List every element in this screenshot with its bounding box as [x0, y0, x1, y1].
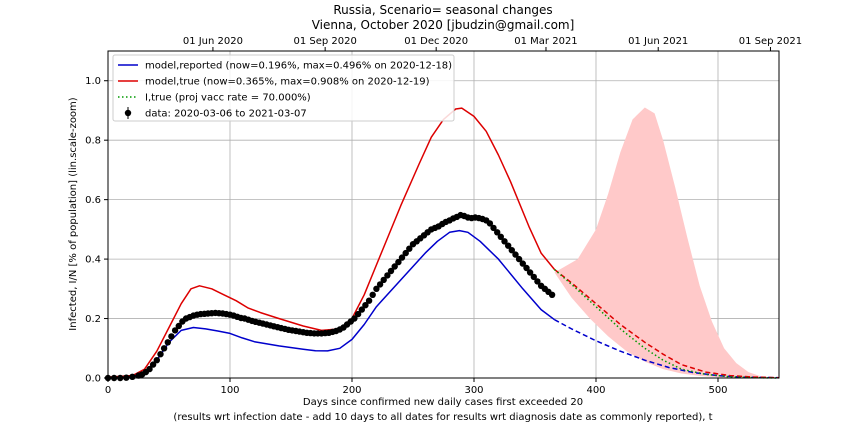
top-tick-label: 01 Sep 2021	[739, 36, 802, 47]
data-point	[512, 251, 519, 258]
top-tick-label: 01 Jun 2020	[183, 36, 243, 47]
legend-label: model,true (now=0.365%, max=0.908% on 20…	[145, 77, 430, 88]
data-point	[168, 333, 175, 340]
data-point	[501, 238, 508, 245]
data-point	[380, 276, 387, 284]
legend-box	[112, 54, 455, 122]
data-point	[534, 278, 541, 285]
projection-band	[554, 107, 779, 378]
data-point	[530, 273, 537, 281]
y-axis-ticks: 0.0 0.2 0.4 0.6 0.8 1.0	[85, 76, 108, 385]
data-point	[497, 233, 504, 240]
data-point	[486, 220, 494, 227]
data-point	[406, 245, 413, 252]
data-point	[164, 339, 171, 346]
x-axis-label: Days since confirmed new daily cases fir…	[303, 397, 583, 408]
x-tick-label: 200	[342, 385, 361, 396]
top-tick-label: 01 Sep 2020	[293, 36, 356, 47]
data-point	[354, 310, 362, 318]
data-point	[358, 306, 365, 313]
data-point	[153, 357, 160, 364]
data-point	[515, 255, 523, 263]
series-line-4	[554, 268, 780, 379]
data-point	[490, 224, 497, 232]
plot-frame	[107, 50, 780, 379]
chart-subtitle: Vienna, October 2020 [jbudzin@gmail.com]	[312, 18, 575, 32]
data-point	[548, 291, 556, 298]
data-point	[149, 361, 157, 368]
top-axis-ticks: 01 Jun 2020 01 Sep 2020 01 Dec 2020 01 Mar …	[183, 36, 802, 51]
x-tick-label: 300	[464, 385, 483, 396]
data-point	[494, 229, 501, 236]
y-tick-label: 0.0	[85, 374, 101, 385]
data-point	[365, 297, 373, 304]
y-tick-label: 0.6	[85, 195, 101, 206]
x-tick-label: 0	[105, 385, 111, 396]
x-tick-label: 400	[586, 385, 605, 396]
data-point	[505, 242, 512, 249]
legend-label: model,reported (now=0.196%, max=0.496% o…	[145, 61, 452, 72]
legend-label: I,true (proj vacc rate = 70.000%)	[145, 93, 311, 104]
data-point	[171, 327, 179, 334]
data-point	[398, 254, 406, 261]
data-point	[351, 315, 358, 322]
data-point	[402, 249, 409, 257]
chart-title: Russia, Scenario= seasonal changes	[333, 3, 552, 17]
x-axis-label-secondary: (results wrt infection date - add 10 day…	[173, 412, 712, 423]
y-axis-label: Infected, I/N [% of population] (lin.sca…	[68, 97, 79, 330]
y-tick-label: 0.8	[85, 136, 101, 147]
legend-label: data: 2020-03-06 to 2021-03-07	[145, 109, 307, 120]
data-point	[376, 281, 384, 288]
data-point	[519, 260, 526, 267]
data-point	[387, 267, 395, 275]
data-point	[157, 351, 164, 358]
series-line-0	[107, 229, 555, 379]
top-tick-label: 01 Jun 2021	[628, 36, 688, 47]
data-point	[129, 373, 136, 380]
legend: model,reported (now=0.196%, max=0.496% o…	[112, 54, 455, 122]
data-point	[160, 345, 168, 352]
uncertainty-band	[554, 107, 779, 378]
x-tick-label: 500	[708, 385, 727, 396]
y-tick-label: 1.0	[85, 76, 101, 87]
data-point	[369, 291, 376, 298]
x-tick-label: 100	[220, 385, 239, 396]
y-tick-label: 0.4	[85, 255, 101, 266]
data-point	[391, 263, 398, 270]
series-line-3	[554, 268, 780, 379]
data-point	[146, 365, 153, 373]
x-axis-ticks: 0 100 200 300 400 500	[105, 378, 728, 396]
data-point	[175, 322, 182, 330]
data-point	[523, 264, 530, 272]
data-point	[526, 269, 534, 276]
legend-swatch	[124, 109, 132, 117]
data-point	[384, 272, 391, 279]
data-point	[395, 258, 402, 266]
top-tick-label: 01 Mar 2021	[514, 36, 577, 47]
data-point	[362, 302, 369, 309]
data-point	[373, 285, 380, 292]
y-tick-label: 0.2	[85, 314, 101, 325]
top-tick-label: 01 Dec 2020	[404, 36, 468, 47]
data-point	[508, 247, 515, 254]
